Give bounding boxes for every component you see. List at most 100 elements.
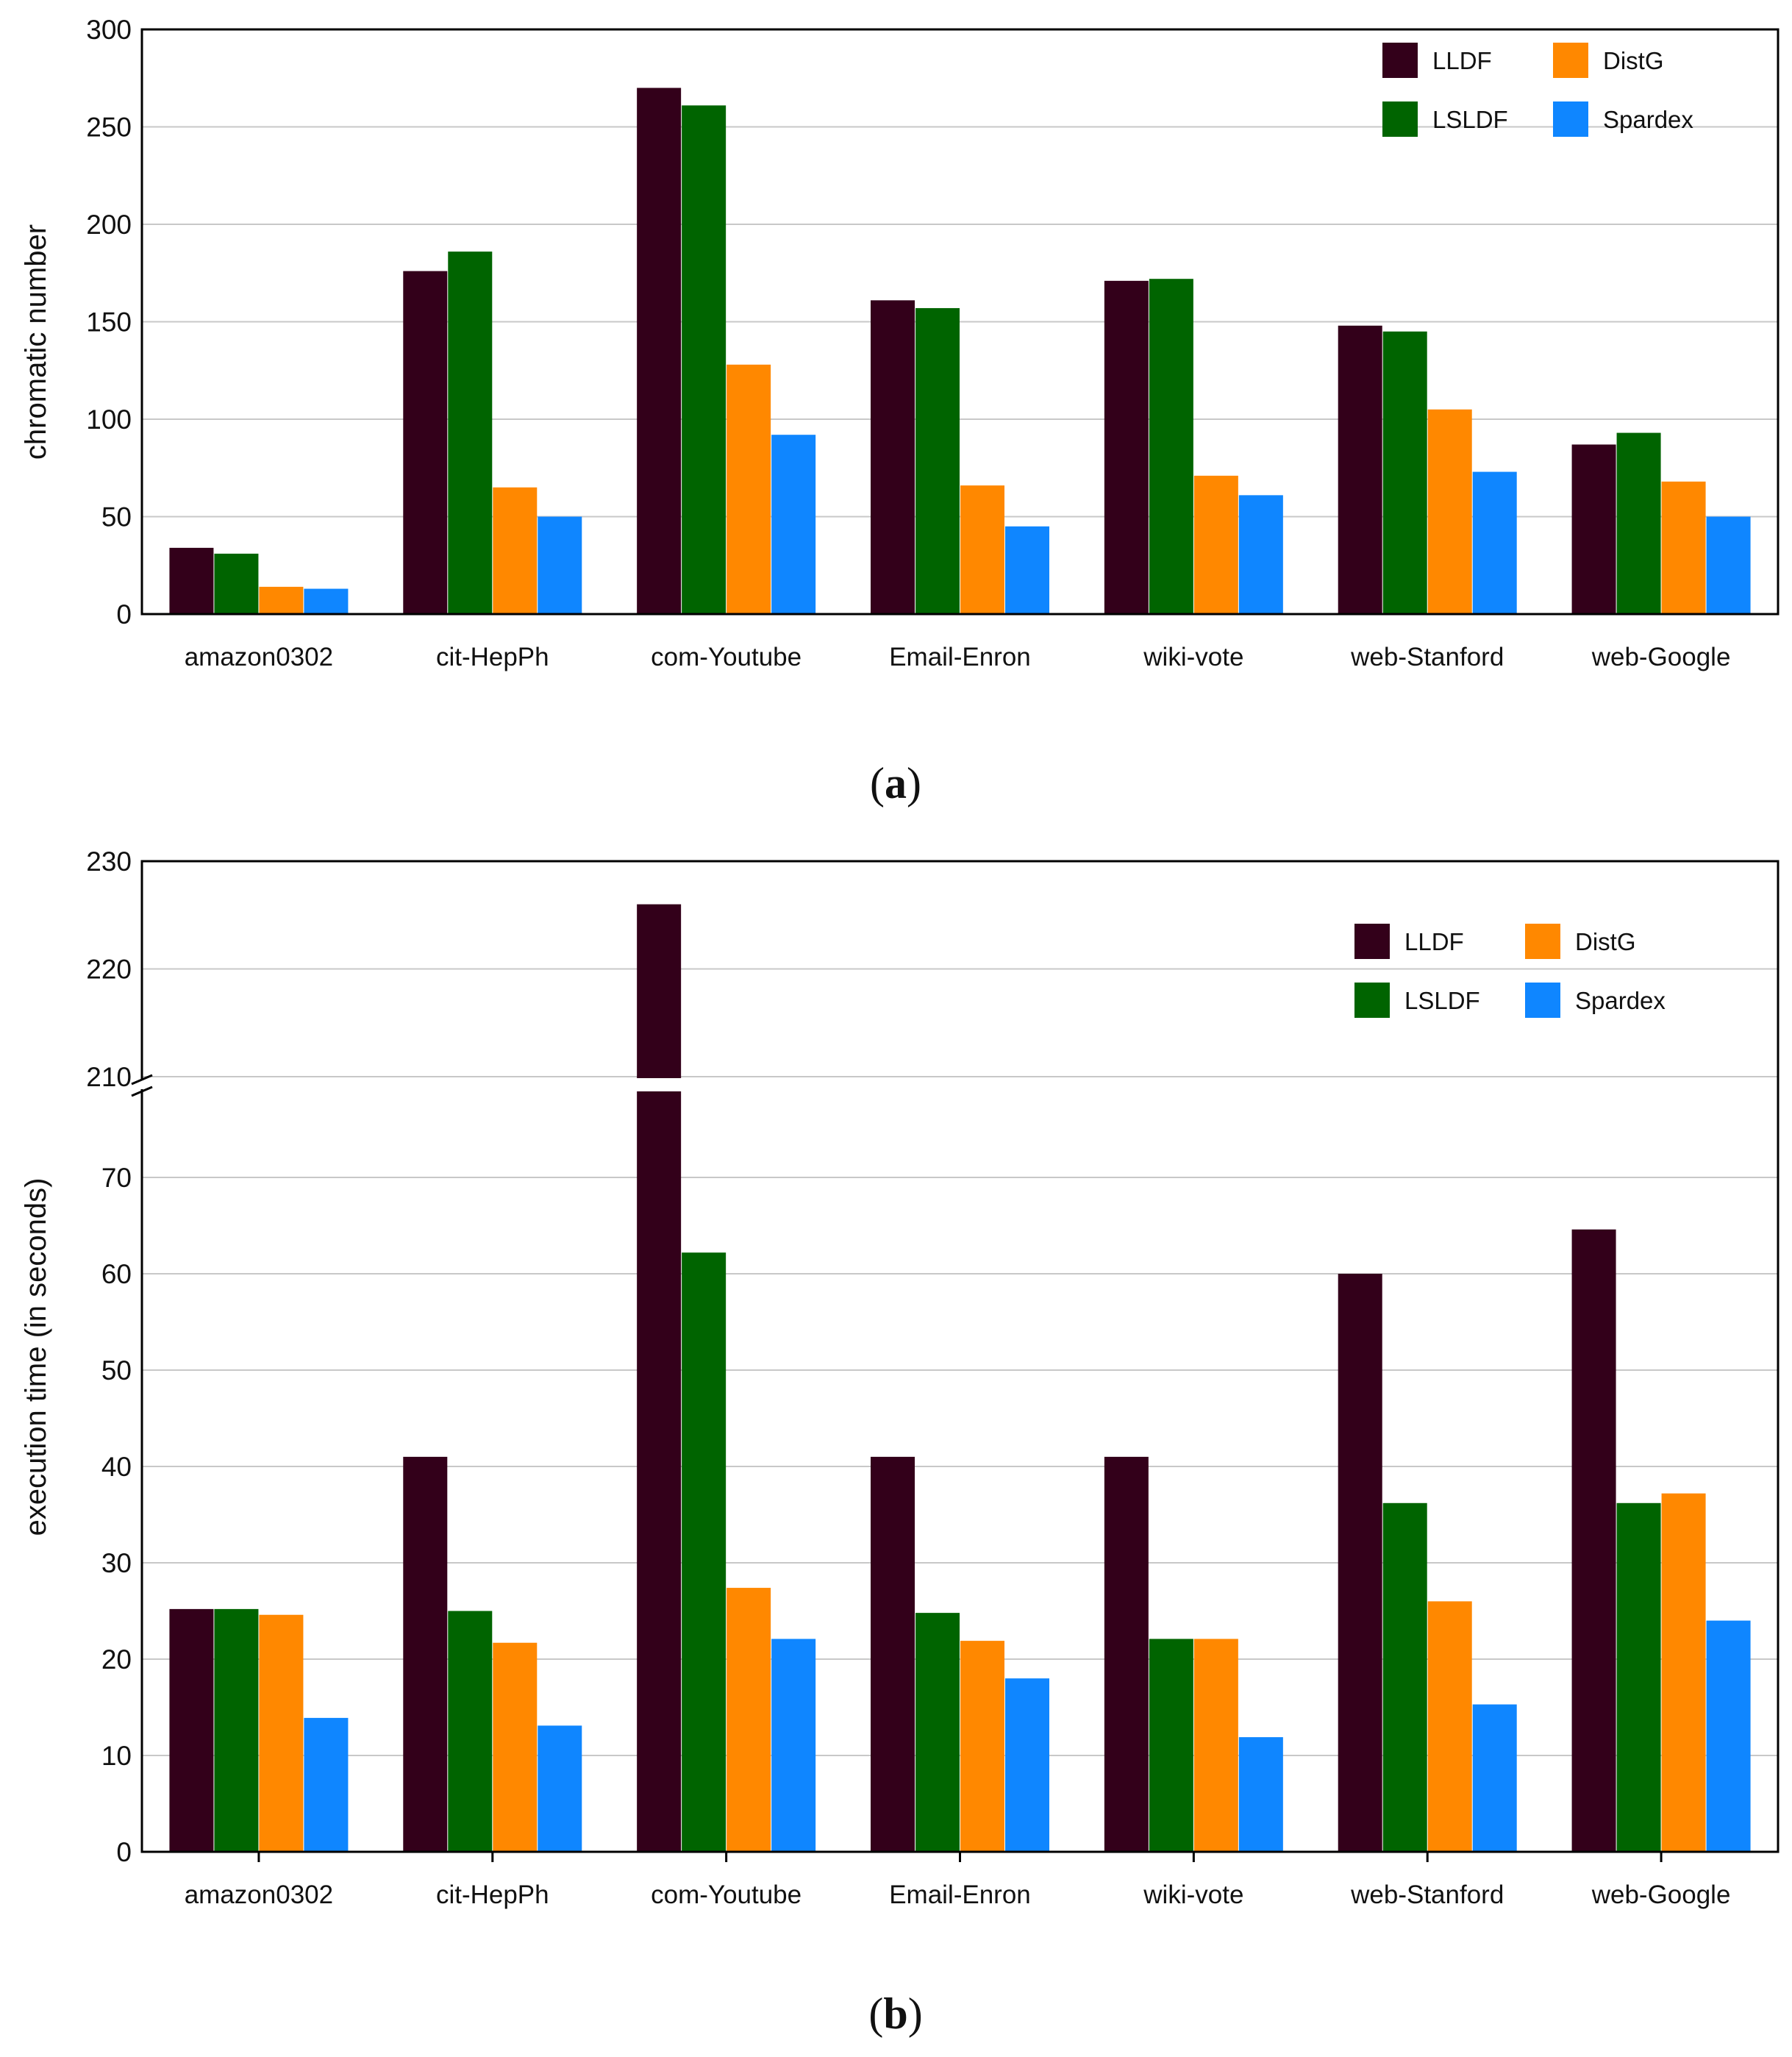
x-tick-label: com-Youtube [651, 643, 802, 671]
legend-swatch-lsldf [1382, 101, 1418, 137]
legend-label: Spardex [1603, 106, 1693, 133]
bar-lsldf [1149, 279, 1193, 614]
bar-distg [1193, 475, 1238, 614]
x-tick-label: Email-Enron [889, 643, 1031, 671]
bar-spardex [538, 1725, 582, 1852]
legend-swatch-distg [1525, 924, 1560, 959]
bar-spardex [538, 516, 582, 614]
plot-frame [140, 860, 1779, 1853]
panel-label-letter: a [885, 759, 907, 808]
bar-lldf [1104, 1456, 1149, 1852]
bar-lldf [169, 1608, 214, 1852]
bar-lsldf [1382, 1502, 1427, 1852]
y-tick-label: 30 [101, 1548, 132, 1578]
x-tick-label: cit-HepPh [436, 1880, 549, 1909]
y-tick-label: 230 [86, 846, 132, 877]
bar-lldf [1338, 325, 1382, 614]
bar-distg [960, 1641, 1004, 1852]
x-tick-label: amazon0302 [185, 643, 333, 671]
panel-label: (b) [868, 1989, 922, 2038]
bar-lldf [1104, 280, 1149, 614]
bar-distg [1427, 1601, 1472, 1852]
bar-lsldf [1616, 1502, 1661, 1852]
bar-lsldf [915, 1613, 960, 1852]
legend-swatch-lsldf [1354, 983, 1390, 1018]
bar-lsldf [448, 1611, 493, 1852]
chart-a: 0 50 100 150 200 250 300 amazon0302 cit-HepPh com… [20, 15, 1779, 808]
bar-lldf [403, 1456, 448, 1852]
y-tick-label: 220 [86, 955, 132, 985]
bar-spardex [1238, 495, 1283, 614]
bar-distg [727, 1588, 771, 1852]
y-tick-label: 210 [86, 1062, 132, 1092]
bar-lsldf [915, 307, 960, 614]
y-tick-label: 40 [101, 1452, 132, 1482]
bar-distg [259, 586, 304, 614]
bar-lsldf [1382, 331, 1427, 614]
bar-lsldf [448, 252, 493, 614]
x-tick-label: wiki-vote [1143, 643, 1243, 671]
y-tick-label: 100 [86, 404, 132, 435]
bar-spardex [1706, 1620, 1751, 1852]
bar-lldf-lower [637, 1091, 682, 1852]
bar-spardex [1706, 516, 1751, 614]
panel-label-letter: b [883, 1989, 907, 2038]
x-tick-label: web-Google [1591, 643, 1731, 671]
x-tick-label: com-Youtube [651, 1880, 802, 1909]
bar-lldf [403, 271, 448, 614]
y-tick-label: 0 [116, 1837, 132, 1867]
x-tick-label: cit-HepPh [436, 643, 549, 671]
bar-spardex [1238, 1737, 1283, 1852]
legend-swatch-spardex [1553, 101, 1588, 137]
bar-spardex [1005, 1678, 1049, 1852]
bar-lsldf [214, 553, 259, 614]
legend-label: DistG [1603, 47, 1664, 74]
legend-label: LLDF [1432, 47, 1492, 74]
bar-distg [727, 364, 771, 614]
bar-spardex [771, 435, 816, 614]
legend-label: LLDF [1404, 928, 1464, 955]
bar-spardex [1472, 471, 1517, 614]
bar-lldf [1571, 444, 1616, 614]
legend-label: Spardex [1575, 987, 1666, 1014]
bar-lldf [1571, 1229, 1616, 1852]
bar-distg [960, 485, 1004, 614]
bar-lsldf [1616, 432, 1661, 614]
bar-lsldf [682, 1252, 727, 1852]
bar-lldf-upper [637, 904, 682, 1078]
y-tick-label: 60 [101, 1259, 132, 1289]
y-tick-label: 50 [101, 502, 132, 532]
x-tick-label: web-Google [1591, 1880, 1731, 1909]
bar-lldf [637, 88, 682, 614]
bar-distg [493, 487, 538, 614]
plot-frame [140, 28, 1779, 616]
x-tick-label: Email-Enron [889, 1880, 1031, 1909]
x-tick-label: wiki-vote [1143, 1880, 1243, 1909]
legend-swatch-lldf [1382, 43, 1418, 78]
bar-distg [1193, 1639, 1238, 1852]
x-tick-label: amazon0302 [185, 1880, 333, 1909]
bar-distg [259, 1614, 304, 1852]
y-tick-label: 250 [86, 113, 132, 143]
y-tick-label: 300 [86, 15, 132, 45]
panel-label: (a) [870, 759, 921, 808]
bar-lldf [871, 1456, 915, 1852]
y-tick-label: 200 [86, 210, 132, 240]
bar-lsldf [214, 1608, 259, 1852]
x-tick-label: web-Stanford [1350, 1880, 1504, 1909]
bar-spardex [1472, 1704, 1517, 1852]
bar-lldf [169, 547, 214, 614]
bar-lldf [871, 300, 915, 614]
bar-spardex [771, 1639, 816, 1852]
bar-distg [1427, 409, 1472, 614]
y-tick-label: 70 [101, 1163, 132, 1193]
y-axis-label: execution time (in seconds) [20, 1178, 52, 1536]
bar-spardex [1005, 526, 1049, 614]
legend-label: LSLDF [1432, 106, 1508, 133]
chart-b: 0 10 20 30 40 50 60 70 210 220 230 amazon0302 cit-He… [20, 846, 1779, 2038]
axis-break-gap [138, 1080, 148, 1089]
bar-spardex [304, 588, 349, 614]
axis-break-mark [131, 1085, 153, 1097]
legend-swatch-distg [1553, 43, 1588, 78]
